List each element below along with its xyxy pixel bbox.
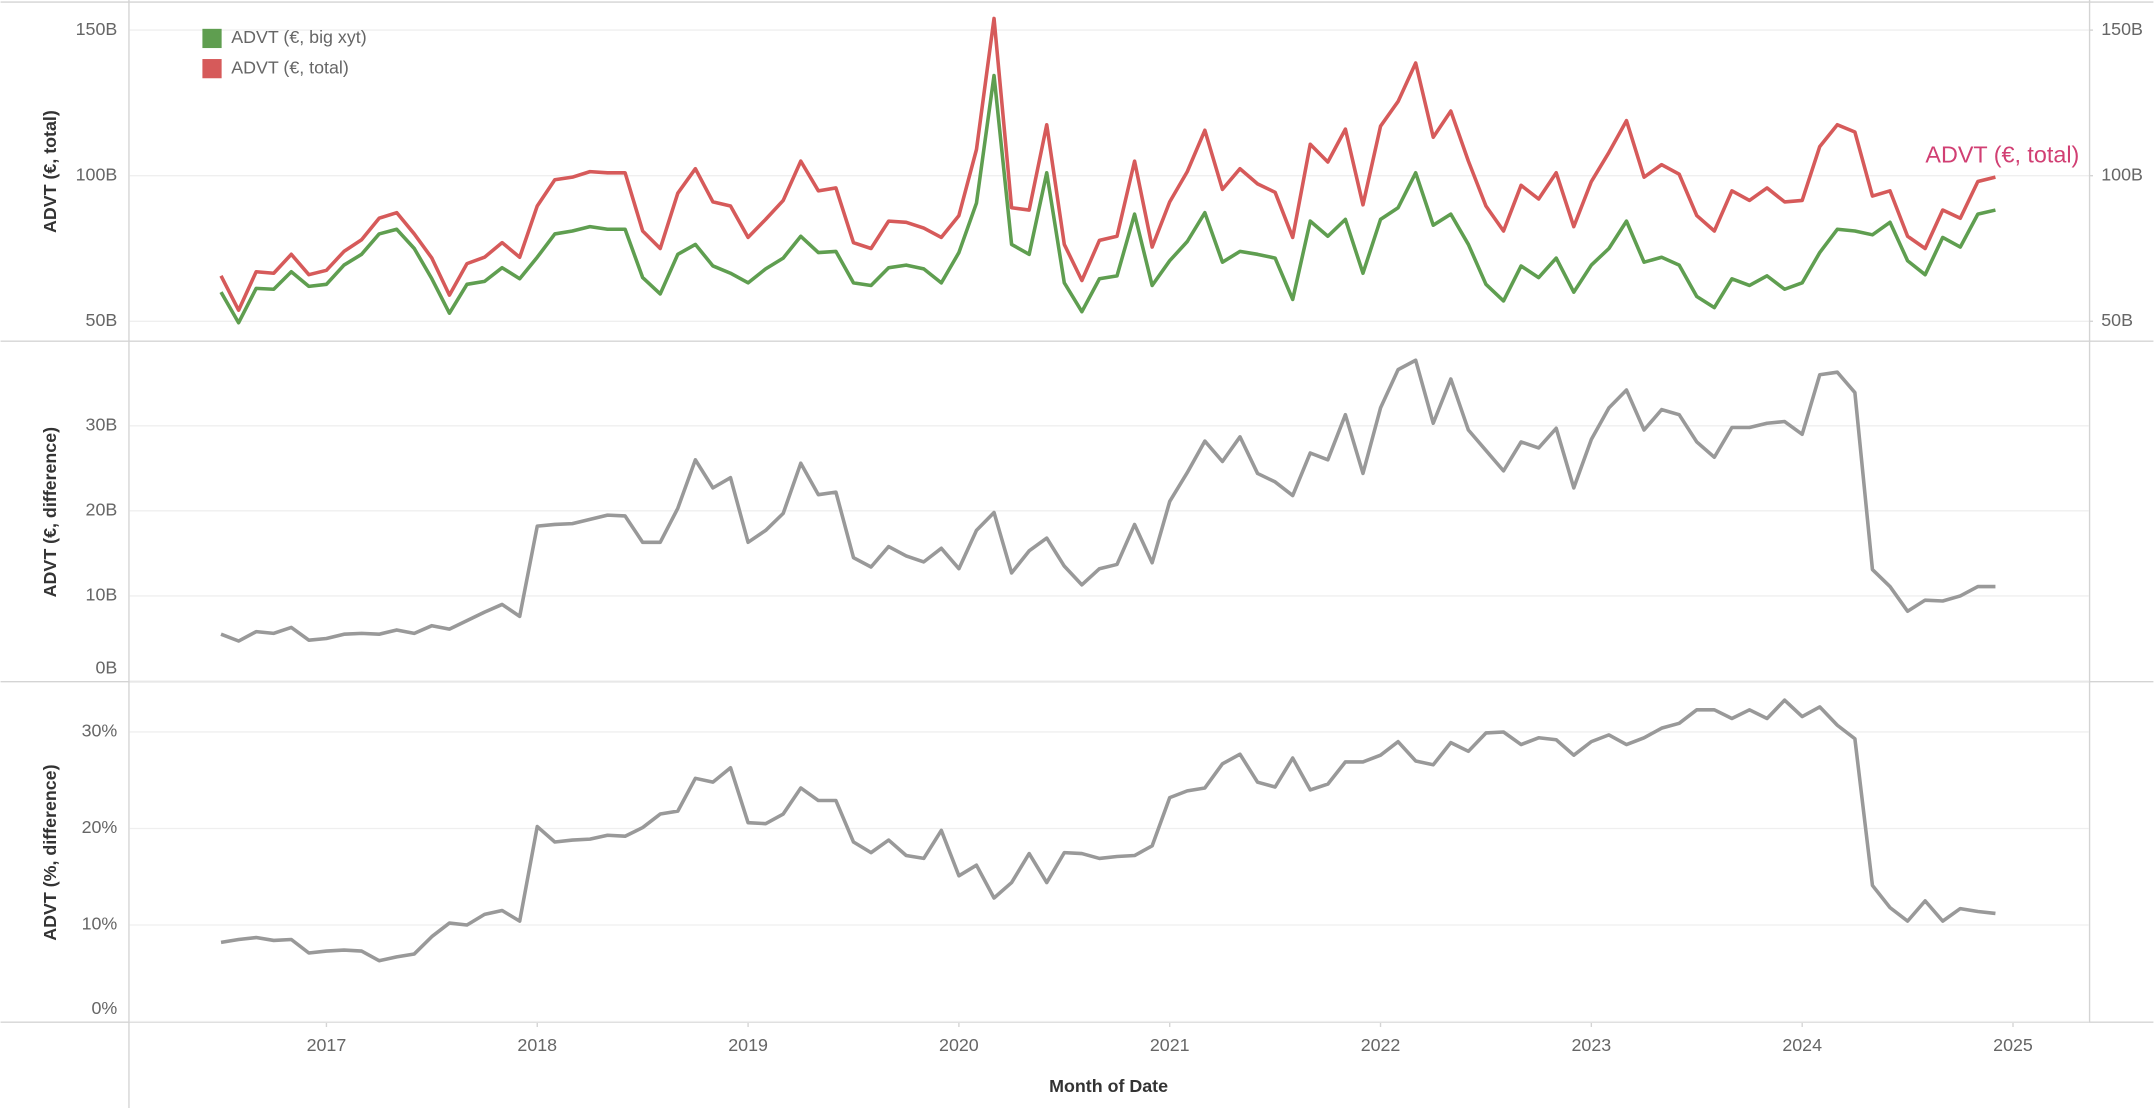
y2-tick-label: 100B	[2101, 164, 2143, 184]
y-tick-label: 0B	[95, 657, 117, 677]
x-tick-label: 2024	[1782, 1035, 1822, 1055]
y2-tick-label: 50B	[2101, 310, 2133, 330]
legend-label: ADVT (€, total)	[231, 57, 349, 77]
y-tick-label: 10%	[82, 914, 118, 934]
y-tick-label: 150B	[76, 19, 118, 39]
legend-swatch	[202, 59, 222, 79]
legend-swatch	[202, 28, 222, 49]
data-line	[219, 16, 1996, 312]
x-tick-label: 2025	[1993, 1035, 2033, 1055]
legend-label: ADVT (€, big xyt)	[231, 27, 366, 47]
data-line	[220, 358, 1996, 643]
x-tick-label: 2021	[1150, 1035, 1190, 1055]
y-tick-label: 20%	[82, 817, 118, 837]
y2-tick-label: 150B	[2101, 19, 2143, 39]
data-line	[220, 698, 1996, 963]
y-tick-label: 30%	[82, 721, 118, 741]
x-tick-label: 2019	[728, 1035, 768, 1055]
x-tick-label: 2017	[307, 1035, 347, 1055]
x-axis-title: Month of Date	[1049, 1076, 1168, 1096]
x-tick-label: 2020	[939, 1035, 979, 1055]
y-tick-label: 50B	[86, 310, 118, 330]
y-tick-label: 100B	[76, 164, 118, 184]
x-tick-label: 2022	[1361, 1035, 1401, 1055]
y-tick-label: 20B	[86, 500, 118, 520]
y-axis-title: ADVT (€, difference)	[40, 427, 60, 597]
y-tick-label: 10B	[86, 585, 118, 605]
data-line	[219, 73, 1996, 325]
y-axis-title: ADVT (%, difference)	[40, 764, 60, 940]
y-tick-label: 0%	[92, 998, 118, 1018]
y-tick-label: 30B	[86, 414, 118, 434]
x-tick-label: 2023	[1572, 1035, 1612, 1055]
y-axis-title: ADVT (€, total)	[40, 110, 60, 233]
annotation: ADVT (€, total)	[1925, 142, 2079, 168]
x-tick-label: 2018	[517, 1035, 557, 1055]
